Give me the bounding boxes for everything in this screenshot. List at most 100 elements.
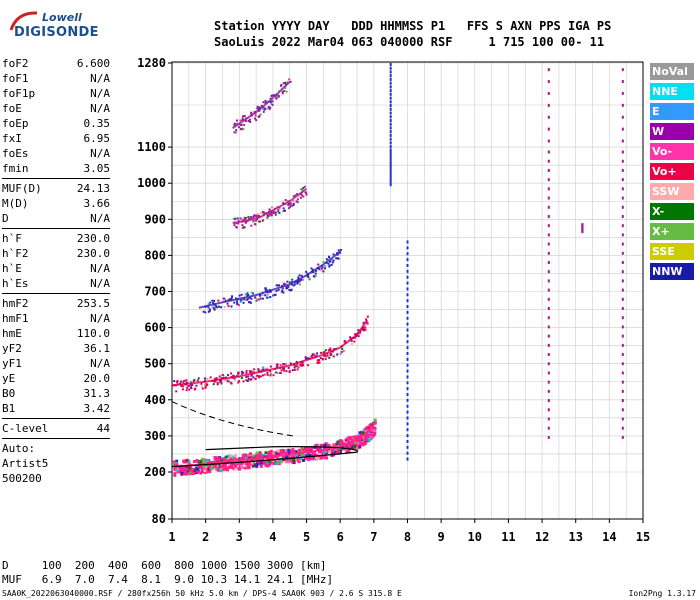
echo-point [368,426,372,430]
echo-point [266,372,269,375]
echo-point [188,472,192,476]
echo-point [253,223,256,226]
echo-point [271,206,274,209]
echo-point [290,288,293,291]
echo-point [223,463,227,467]
band-mark [621,139,624,143]
echo-point [280,451,284,455]
echo-point [338,439,342,443]
echo-point [272,374,275,377]
echo-point [370,429,374,433]
echo-point [229,464,233,468]
echo-point [282,209,285,212]
echo-point [186,386,189,389]
echo-point [215,377,218,380]
echo-point [302,187,305,190]
echo-point [207,306,210,309]
echo-point [328,356,331,359]
echo-point [209,301,212,304]
echo-point [275,458,279,462]
y-tick-label: 300 [144,429,166,443]
echo-point [274,213,277,216]
echo-point [250,378,253,381]
band-mark [621,150,624,154]
band-mark [389,183,392,187]
echo-point [203,469,207,473]
echo-point [283,369,286,372]
echo-point [283,90,286,93]
echo-point [362,329,365,332]
echo-point [229,454,233,458]
echo-point [296,368,299,371]
echo-point [235,129,238,132]
legend-item-voplus: Vo+ [650,163,694,180]
echo-point [179,380,182,383]
band-mark [389,145,392,149]
param-name: foEs [2,147,29,160]
echo-point [305,193,308,196]
echo-trace [171,319,368,387]
echo-point [282,281,285,284]
echo-point [207,469,211,473]
echo-point [240,376,243,379]
echo-point [217,299,220,302]
echo-point [364,328,367,331]
auto-scaling-label: 500200 [2,472,42,485]
echo-point [324,265,327,268]
echo-point [292,461,296,465]
echo-point [348,443,352,447]
echo-point [196,465,200,469]
echo-point [373,418,377,422]
band-mark [406,375,409,379]
echo-point [314,272,317,275]
echo-point [299,196,302,199]
band-mark [621,334,624,338]
param-name: foE [2,102,22,115]
band-mark [547,205,550,209]
echo-point [340,350,343,353]
echo-point [300,274,303,277]
y-tick-label: 800 [144,248,166,262]
echo-point [287,448,291,452]
echo-point [173,380,176,383]
param-row: yF2 36.1 [2,341,110,356]
param-row: foF1p N/A [2,86,110,101]
echo-point [237,371,240,374]
echo-point [329,348,332,351]
echo-point [268,107,271,110]
x-tick-label: 15 [636,530,650,544]
band-mark [389,180,392,184]
echo-point [277,209,280,212]
echo-point [276,284,279,287]
echo-point [261,374,264,377]
echo-point [195,469,199,473]
band-mark [389,104,392,108]
echo-point [234,463,238,467]
echo-point [271,100,274,103]
band-mark [389,66,392,70]
echo-point [240,293,243,296]
echo-point [238,304,241,307]
echo-point [264,99,267,102]
echo-point [239,464,243,468]
legend-item-noval: NoVal [650,63,694,80]
echo-point [277,288,280,291]
echo-point [305,270,308,273]
echo-point [257,369,260,372]
param-value: 44 [96,422,110,435]
echo-point [247,465,251,469]
param-row: yF1 N/A [2,356,110,371]
footer-info: SAA0K_2022063040000.RSF / 280fx256h 50 k… [2,589,402,598]
echo-point [238,294,241,297]
echo-point [324,456,328,460]
echo-point [260,104,263,107]
param-separator [2,293,110,294]
echo-point [200,467,204,471]
x-tick-label: 14 [602,530,616,544]
echo-point [253,368,256,371]
echo-point [248,218,251,221]
echo-point [247,297,250,300]
echo-point [275,462,279,466]
param-value: 230.0 [76,247,110,260]
echo-point [290,204,293,207]
